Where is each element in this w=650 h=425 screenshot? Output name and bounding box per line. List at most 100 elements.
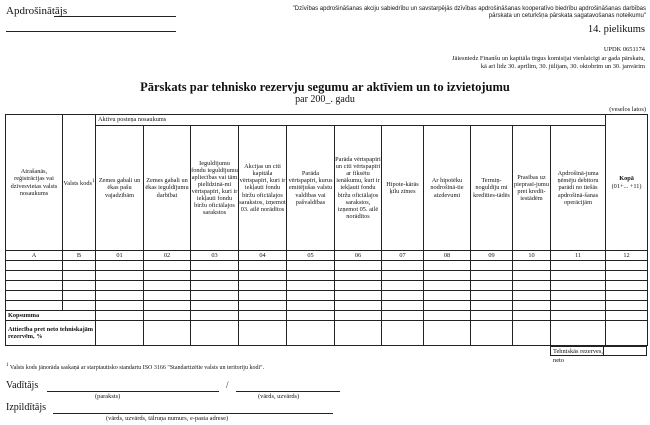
input-cell-01[interactable]: [95, 260, 144, 271]
ratio-row-cell-08[interactable]: [423, 320, 471, 346]
manager-name-field[interactable]: [236, 391, 340, 392]
input-cell-04[interactable]: [238, 270, 287, 281]
input-cell-05[interactable]: [286, 290, 335, 301]
input-cell-10[interactable]: [512, 260, 551, 271]
input-cell-A[interactable]: [5, 270, 63, 281]
input-cell-06[interactable]: [334, 260, 382, 271]
executor-field[interactable]: [53, 413, 333, 414]
input-cell-10[interactable]: [512, 300, 551, 311]
total-row-cell-06[interactable]: [334, 310, 382, 321]
input-cell-06[interactable]: [334, 290, 382, 301]
input-cell-01[interactable]: [95, 300, 144, 311]
input-cell-04[interactable]: [238, 260, 287, 271]
input-cell-11[interactable]: [549, 300, 607, 311]
input-cell-03[interactable]: [190, 260, 239, 271]
ratio-row-cell-11[interactable]: [549, 320, 607, 346]
input-cell-03[interactable]: [190, 280, 239, 291]
input-cell-07[interactable]: [381, 290, 424, 301]
input-cell-01[interactable]: [95, 290, 144, 301]
total-row-cell-10[interactable]: [512, 310, 551, 321]
net-reserves-value-cell[interactable]: [603, 346, 647, 356]
input-cell-12[interactable]: [605, 260, 649, 271]
total-row-cell-03[interactable]: [190, 310, 239, 321]
input-cell-B[interactable]: [62, 290, 96, 301]
input-cell-09[interactable]: [470, 260, 513, 271]
input-cell-09[interactable]: [470, 300, 513, 311]
input-cell-04[interactable]: [238, 280, 287, 291]
ratio-row-cell-07[interactable]: [381, 320, 424, 346]
input-cell-11[interactable]: [549, 290, 607, 301]
input-cell-10[interactable]: [512, 270, 551, 281]
input-cell-08[interactable]: [423, 270, 471, 281]
input-cell-07[interactable]: [381, 260, 424, 271]
input-cell-07[interactable]: [381, 300, 424, 311]
input-cell-05[interactable]: [286, 280, 335, 291]
input-cell-08[interactable]: [423, 280, 471, 291]
input-cell-A[interactable]: [5, 300, 63, 311]
input-cell-09[interactable]: [470, 290, 513, 301]
input-cell-02[interactable]: [143, 290, 191, 301]
input-cell-08[interactable]: [423, 260, 471, 271]
total-row-cell-04[interactable]: [238, 310, 287, 321]
input-cell-12[interactable]: [605, 300, 649, 311]
input-cell-A[interactable]: [5, 290, 63, 301]
input-cell-03[interactable]: [190, 270, 239, 281]
input-cell-12[interactable]: [605, 270, 649, 281]
input-cell-04[interactable]: [238, 300, 287, 311]
input-cell-05[interactable]: [286, 270, 335, 281]
input-cell-10[interactable]: [512, 280, 551, 291]
input-cell-A[interactable]: [5, 280, 63, 291]
ratio-row-cell-03[interactable]: [190, 320, 239, 346]
input-cell-02[interactable]: [143, 280, 191, 291]
total-row-cell-05[interactable]: [286, 310, 335, 321]
ratio-row-cell-05[interactable]: [286, 320, 335, 346]
input-cell-B[interactable]: [62, 300, 96, 311]
input-cell-03[interactable]: [190, 290, 239, 301]
input-cell-12[interactable]: [605, 290, 649, 301]
input-cell-11[interactable]: [549, 260, 607, 271]
input-cell-05[interactable]: [286, 260, 335, 271]
input-cell-10[interactable]: [512, 290, 551, 301]
input-cell-02[interactable]: [143, 260, 191, 271]
input-cell-B[interactable]: [62, 280, 96, 291]
input-cell-09[interactable]: [470, 270, 513, 281]
input-cell-06[interactable]: [334, 300, 382, 311]
input-cell-01[interactable]: [95, 270, 144, 281]
ratio-row-cell-12[interactable]: [605, 320, 649, 346]
input-cell-11[interactable]: [549, 270, 607, 281]
input-cell-02[interactable]: [143, 300, 191, 311]
ratio-row-cell-01[interactable]: [95, 320, 144, 346]
input-cell-07[interactable]: [381, 270, 424, 281]
input-cell-02[interactable]: [143, 270, 191, 281]
ratio-row-cell-06[interactable]: [334, 320, 382, 346]
ratio-row-cell-02[interactable]: [143, 320, 191, 346]
total-row-cell-02[interactable]: [143, 310, 191, 321]
total-row-cell-08[interactable]: [423, 310, 471, 321]
total-row-cell-09[interactable]: [470, 310, 513, 321]
input-cell-12[interactable]: [605, 280, 649, 291]
total-row-cell-01[interactable]: [95, 310, 144, 321]
input-cell-09[interactable]: [470, 280, 513, 291]
ratio-row-cell-04[interactable]: [238, 320, 287, 346]
total-row-cell-12[interactable]: [605, 310, 649, 321]
manager-signature-field[interactable]: [47, 391, 219, 392]
input-cell-06[interactable]: [334, 270, 382, 281]
input-cell-07[interactable]: [381, 280, 424, 291]
input-cell-08[interactable]: [423, 290, 471, 301]
input-cell-A[interactable]: [5, 260, 63, 271]
input-cell-03[interactable]: [190, 300, 239, 311]
input-cell-11[interactable]: [549, 280, 607, 291]
input-cell-04[interactable]: [238, 290, 287, 301]
total-row-cell-07[interactable]: [381, 310, 424, 321]
input-cell-01[interactable]: [95, 280, 144, 291]
ratio-row-cell-09[interactable]: [470, 320, 513, 346]
input-cell-05[interactable]: [286, 300, 335, 311]
insurer-address-field[interactable]: [6, 31, 176, 32]
input-cell-06[interactable]: [334, 280, 382, 291]
total-row-cell-11[interactable]: [549, 310, 607, 321]
insurer-name-field[interactable]: [54, 16, 176, 17]
ratio-row-cell-10[interactable]: [512, 320, 551, 346]
input-cell-08[interactable]: [423, 300, 471, 311]
input-cell-B[interactable]: [62, 260, 96, 271]
input-cell-B[interactable]: [62, 270, 96, 281]
